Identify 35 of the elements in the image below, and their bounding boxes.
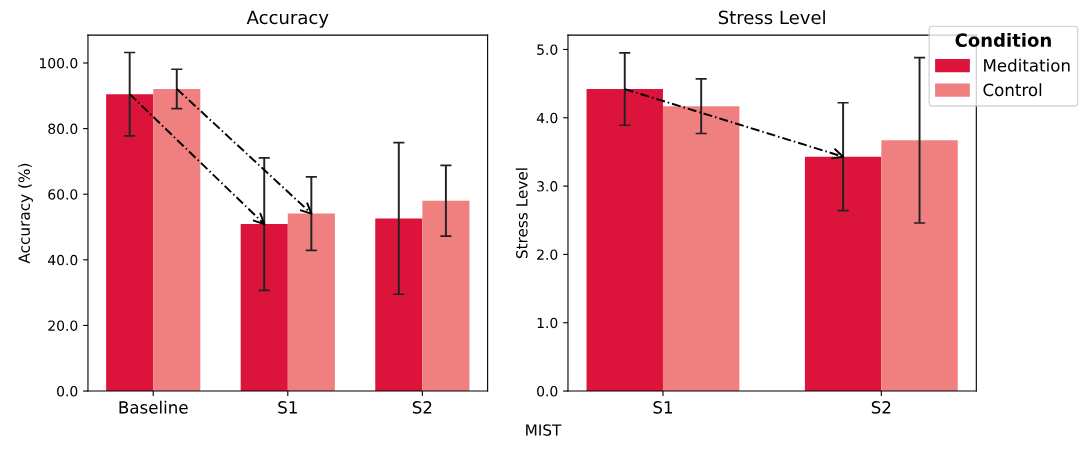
bar bbox=[153, 88, 201, 392]
x-tick-label: S2 bbox=[412, 401, 432, 414]
y-tick-label: 2.0 bbox=[537, 249, 558, 260]
legend-label: Meditation bbox=[984, 58, 1070, 72]
bar bbox=[240, 224, 288, 392]
y-tick-label: 1.0 bbox=[537, 317, 558, 329]
x-tick-label: Baseline bbox=[119, 400, 188, 414]
bar bbox=[287, 213, 335, 392]
y-axis-title: Stress Level bbox=[515, 168, 528, 259]
y-tick-label: 100.0 bbox=[40, 57, 78, 69]
legend-title: Condition bbox=[955, 33, 1051, 47]
bar bbox=[804, 156, 882, 392]
bar bbox=[375, 218, 423, 392]
y-tick-label: 80.0 bbox=[48, 123, 78, 135]
x-tick-label: S1 bbox=[653, 401, 673, 414]
x-axis-title: MIST bbox=[526, 424, 562, 436]
y-tick-label: 60.0 bbox=[48, 189, 78, 200]
x-tick-label: S1 bbox=[278, 401, 297, 414]
y-tick-label: 5.0 bbox=[537, 44, 558, 55]
y-tick-label: 4.0 bbox=[536, 112, 558, 124]
y-tick-label: 40.0 bbox=[48, 254, 78, 266]
y-tick-label: 3.0 bbox=[537, 181, 558, 192]
y-axis-title: Accuracy (%) bbox=[18, 163, 33, 264]
chart-title: Stress Level bbox=[718, 10, 825, 25]
bar bbox=[881, 140, 958, 392]
bar bbox=[106, 94, 154, 392]
y-tick-label: 0.0 bbox=[537, 386, 558, 397]
y-tick-label: 20.0 bbox=[48, 320, 78, 331]
chart-title: Accuracy bbox=[246, 10, 329, 28]
y-tick-label: 0.0 bbox=[57, 386, 78, 397]
bar bbox=[662, 106, 740, 392]
x-tick-label: S2 bbox=[871, 401, 891, 414]
legend-label: Control bbox=[983, 83, 1042, 97]
bar bbox=[586, 89, 663, 392]
bar bbox=[422, 200, 470, 392]
